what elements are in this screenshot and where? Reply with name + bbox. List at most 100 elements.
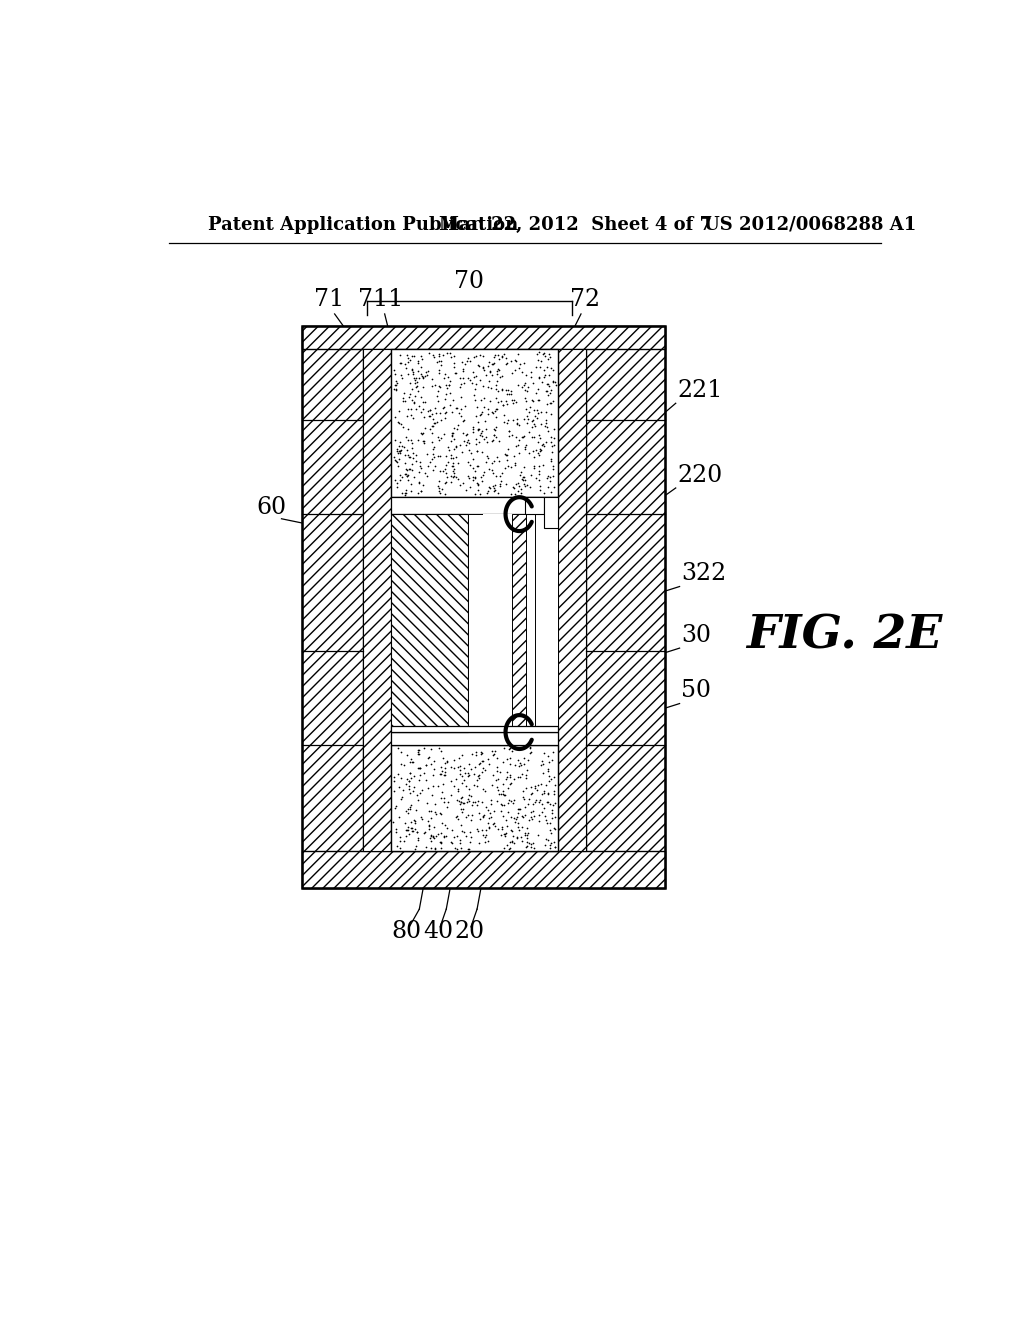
Point xyxy=(474,743,490,764)
Point xyxy=(527,356,544,378)
Point xyxy=(496,805,512,826)
Point xyxy=(518,836,535,857)
Point xyxy=(450,414,466,436)
Point xyxy=(403,360,420,381)
Point xyxy=(540,744,556,766)
Point xyxy=(470,832,486,853)
Point xyxy=(467,389,483,411)
Point xyxy=(412,367,428,388)
Point xyxy=(473,743,489,764)
Point xyxy=(411,743,427,764)
Point xyxy=(431,477,447,498)
Point xyxy=(447,768,464,789)
Point xyxy=(519,376,536,397)
Point xyxy=(542,834,558,855)
Point xyxy=(504,363,520,384)
Point xyxy=(438,471,455,492)
Point xyxy=(536,482,552,503)
Point xyxy=(484,462,501,483)
Point xyxy=(387,821,403,842)
Point xyxy=(477,820,494,841)
Point xyxy=(471,803,487,824)
Point xyxy=(390,764,407,785)
Point xyxy=(520,788,537,809)
Point xyxy=(426,817,442,838)
Point xyxy=(443,820,460,841)
Point xyxy=(484,764,501,785)
Point xyxy=(467,742,483,763)
Point xyxy=(412,764,428,785)
Point xyxy=(547,837,563,858)
Point xyxy=(395,417,412,438)
Point xyxy=(392,838,409,859)
Point xyxy=(414,348,430,370)
Point xyxy=(489,768,506,789)
Point xyxy=(402,797,419,818)
Point xyxy=(453,374,469,395)
Point xyxy=(429,412,445,433)
Point xyxy=(502,774,518,795)
Point xyxy=(507,350,523,371)
Point xyxy=(461,440,477,461)
Text: 71: 71 xyxy=(314,288,344,312)
Point xyxy=(394,436,411,457)
Point xyxy=(438,467,455,488)
Point xyxy=(525,400,542,421)
Point xyxy=(530,444,547,465)
Point xyxy=(400,445,417,466)
Point xyxy=(519,793,536,814)
Point xyxy=(488,776,505,797)
Point xyxy=(444,401,461,422)
Point xyxy=(517,837,534,858)
Point xyxy=(515,470,531,491)
Point xyxy=(404,442,421,463)
Point xyxy=(389,372,406,393)
Point xyxy=(437,463,454,484)
Point xyxy=(517,825,534,846)
Point xyxy=(501,789,517,810)
Point xyxy=(512,462,528,483)
Point xyxy=(514,362,530,383)
Point xyxy=(390,455,407,477)
Point xyxy=(494,818,510,840)
Point xyxy=(466,347,482,368)
Point xyxy=(449,789,465,810)
Text: Mar. 22, 2012  Sheet 4 of 7: Mar. 22, 2012 Sheet 4 of 7 xyxy=(438,215,712,234)
Point xyxy=(397,453,414,474)
Point xyxy=(506,445,522,466)
Point xyxy=(520,421,537,442)
Point xyxy=(397,826,414,847)
Point xyxy=(484,354,501,375)
Point xyxy=(537,367,553,388)
Point xyxy=(516,352,532,374)
Point xyxy=(403,430,420,451)
Point xyxy=(502,738,518,759)
Point xyxy=(392,364,409,385)
Point xyxy=(456,792,472,813)
Bar xyxy=(364,350,391,851)
Point xyxy=(410,360,426,381)
Point xyxy=(472,424,488,445)
Point xyxy=(544,799,560,820)
Point xyxy=(450,779,466,800)
Point xyxy=(410,758,426,779)
Point xyxy=(470,475,486,496)
Point xyxy=(404,821,421,842)
Point xyxy=(478,482,495,503)
Point xyxy=(399,465,416,486)
Point xyxy=(465,457,481,478)
Point xyxy=(529,775,546,796)
Point xyxy=(452,367,468,388)
Point xyxy=(460,347,476,368)
Bar xyxy=(391,498,558,515)
Point xyxy=(462,454,478,475)
Point xyxy=(536,797,552,818)
Point xyxy=(438,826,455,847)
Point xyxy=(456,430,472,451)
Point xyxy=(479,376,496,397)
Point xyxy=(525,457,542,478)
Point xyxy=(540,784,556,805)
Point xyxy=(459,351,475,372)
Text: 220: 220 xyxy=(677,463,723,487)
Point xyxy=(530,805,547,826)
